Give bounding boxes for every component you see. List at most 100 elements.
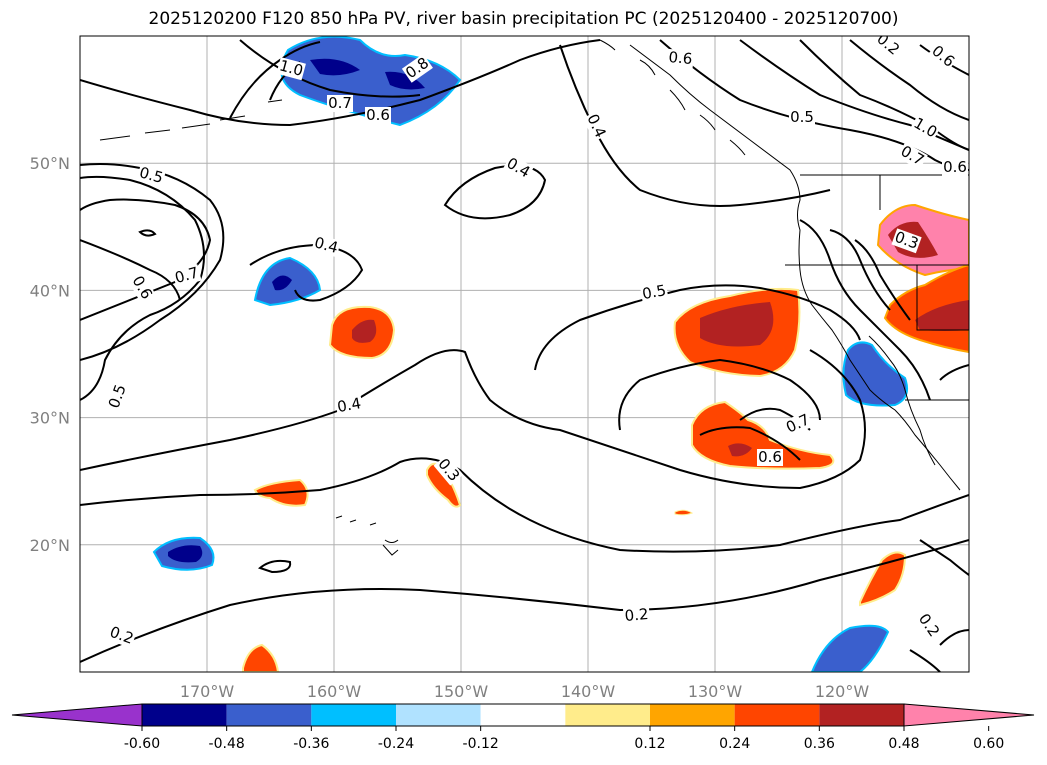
- contour-label: 0.6: [943, 158, 967, 176]
- colorbar-box: [734, 704, 820, 726]
- colorbar-extend-high: [903, 703, 1035, 727]
- colorbar-tick-label: -0.48: [209, 736, 245, 752]
- contour-label-halo: [582, 110, 610, 142]
- colorbar-box: [565, 704, 650, 726]
- colorbar-extend-low: [11, 703, 143, 727]
- contour-label-halo: [927, 41, 959, 72]
- colorbar-tick-label: 0.48: [888, 736, 919, 752]
- contour-label-halo: [872, 36, 904, 60]
- contour-label: 0.4: [312, 233, 340, 257]
- colorbar-box: [650, 704, 735, 726]
- precip-pc-shading: [152, 36, 969, 672]
- colorbar-box: [226, 704, 312, 726]
- longitude-labels: 170°W 160°W 150°W 140°W 130°W 120°W: [180, 682, 870, 701]
- colorbar-box: [311, 704, 396, 726]
- contour-label-halo: [311, 234, 341, 258]
- contour-label: 0.4: [336, 394, 363, 416]
- contour-label: 0.6: [366, 106, 390, 124]
- pos-anomaly-bottom-left: [242, 643, 280, 672]
- contour-label-halo: [136, 164, 166, 188]
- contour-label: 0.4: [504, 154, 534, 182]
- pos-anomaly-small: [674, 509, 694, 516]
- colorbar: -0.60 -0.48 -0.36 -0.24 -0.12 0.12 0.24 0.36 0.4…: [11, 703, 1035, 752]
- neg-anomaly-south: [810, 624, 890, 672]
- contour-label-halo: [502, 154, 534, 182]
- neg-anomaly-alaska-core: [310, 58, 360, 76]
- colorbar-tick-label: -0.24: [378, 736, 414, 752]
- plot-title: 2025120200 F120 850 hPa PV, river basin …: [148, 9, 899, 29]
- lon-tick-label: 170°W: [180, 682, 235, 701]
- contour-label-halo: [789, 109, 815, 126]
- contour-label-halo: [782, 410, 814, 438]
- contour-label-halo: [666, 48, 695, 69]
- pos-anomaly-160w-core: [352, 319, 377, 343]
- lat-tick-label: 30°N: [30, 409, 70, 428]
- contour-label: 0.5: [137, 163, 165, 187]
- lat-tick-label: 20°N: [30, 536, 70, 555]
- pv-contours: [80, 39, 969, 672]
- pos-anomaly-norcal-core: [915, 300, 969, 331]
- pos-anomaly-28n: [691, 400, 835, 470]
- lon-tick-label: 150°W: [434, 682, 489, 701]
- colorbar-box: [142, 704, 227, 726]
- colorbar-tick-label: 0.24: [719, 736, 750, 752]
- pos-anomaly-mexico: [859, 551, 907, 607]
- neg-anomaly-170w-core: [168, 545, 203, 563]
- colorbar-outline: [141, 703, 905, 727]
- contour-label-halo: [914, 609, 944, 641]
- contour-label-halo: [128, 272, 156, 304]
- contour-label-halo: [172, 264, 202, 288]
- contour-labels: 1.00.70.60.80.50.40.60.40.70.60.40.50.40…: [105, 36, 968, 649]
- neg-anomaly-alaska: [280, 36, 462, 127]
- latitude-labels: 50°N 40°N 30°N 20°N: [30, 154, 70, 555]
- contour-label-halo: [891, 228, 922, 254]
- neg-anomaly-alaska-core2: [385, 71, 425, 90]
- contour-label-halo: [896, 142, 928, 170]
- contour-label: 0.5: [641, 281, 668, 303]
- contour-label: 1.0: [277, 56, 305, 80]
- contour-label: 1.0: [911, 114, 941, 142]
- contour-label-halo: [433, 454, 464, 486]
- lon-tick-label: 130°W: [688, 682, 743, 701]
- pos-anomaly-28n-core: [728, 443, 752, 457]
- contour-label: 0.2: [624, 605, 649, 625]
- colorbar-tick-label: 0.36: [804, 736, 835, 752]
- contour-label-halo: [106, 623, 137, 649]
- contour-label: 0.6: [668, 48, 693, 68]
- pos-anomaly-130w-core: [700, 302, 774, 347]
- colorbar-box: [396, 704, 481, 726]
- contour-label: 0.7: [173, 263, 201, 287]
- contour-label: 0.2: [915, 610, 943, 640]
- colorbar-tick-label: 0.12: [634, 736, 665, 752]
- lat-tick-label: 50°N: [30, 154, 70, 173]
- lon-tick-label: 140°W: [561, 682, 616, 701]
- coastlines: [99, 39, 969, 556]
- contour-label-halo: [401, 53, 433, 83]
- contour-label-halo: [105, 381, 131, 412]
- contour-label-halo: [327, 95, 353, 112]
- contour-label-halo: [276, 57, 306, 81]
- contour-label-halo: [909, 114, 941, 142]
- contour-label-halo: [942, 159, 968, 176]
- lon-tick-label: 160°W: [307, 682, 362, 701]
- colorbar-tick-label: -0.36: [293, 736, 329, 752]
- colorbar-box: [819, 704, 904, 726]
- colorbar-tick-label: 0.60: [973, 736, 1004, 752]
- contour-label: 0.5: [790, 108, 814, 126]
- lon-tick-label: 120°W: [815, 682, 870, 701]
- neg-anomaly-165w-core: [272, 275, 292, 291]
- colorbar-box: [480, 704, 566, 726]
- neg-anomaly-california: [842, 341, 908, 407]
- contour-label-halo: [639, 281, 669, 304]
- contour-label: 0.7: [328, 94, 352, 112]
- contour-label: 0.7: [898, 142, 928, 170]
- contour-label-halo: [622, 605, 651, 626]
- contour-label-halo: [365, 107, 391, 124]
- contour-label: 0.6: [758, 448, 782, 466]
- contour-label-halo: [757, 449, 783, 466]
- colorbar-tick-label: -0.12: [463, 736, 499, 752]
- colorbar-tick-label: -0.60: [124, 736, 160, 752]
- map-frame: [79, 35, 970, 673]
- contour-label-halo: [334, 394, 364, 417]
